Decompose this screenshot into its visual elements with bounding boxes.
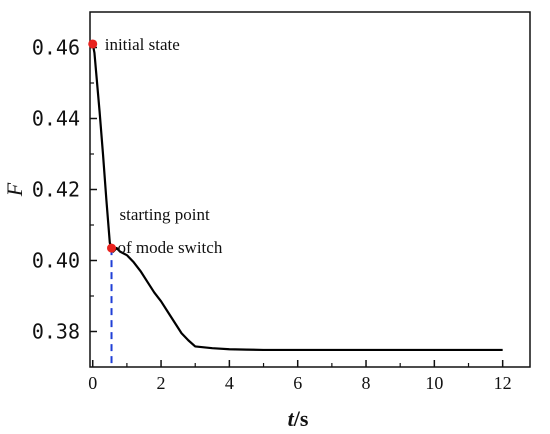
mode-switch-label-line2: of mode switch xyxy=(118,238,223,257)
y-tick-label: 0.40 xyxy=(32,249,80,273)
series-line xyxy=(91,43,503,352)
x-axis-label-unit: /s xyxy=(293,406,309,431)
mode-switch-label-line1: starting point xyxy=(120,205,210,224)
x-tick-label: 0 xyxy=(88,373,97,393)
plot-frame xyxy=(89,11,531,368)
x-tick-label: 10 xyxy=(425,373,443,393)
y-axis-label: F xyxy=(2,182,27,197)
mode-switch-point xyxy=(107,243,117,253)
x-tick-label: 6 xyxy=(293,373,302,393)
x-axis-ticks: 0 2 4 6 8 10 12 xyxy=(88,360,512,393)
x-axis-label: t/s xyxy=(288,406,309,431)
initial-state-label: initial state xyxy=(105,35,180,54)
initial-state-point xyxy=(88,39,98,49)
y-axis-ticks: 0.38 0.40 0.42 0.44 0.46 xyxy=(32,36,97,344)
x-axis-label-symbol: t xyxy=(288,406,295,431)
x-tick-label: 2 xyxy=(157,373,166,393)
x-tick-label: 8 xyxy=(362,373,371,393)
x-tick-label: 12 xyxy=(494,373,512,393)
y-tick-label: 0.42 xyxy=(32,178,80,202)
y-tick-label: 0.38 xyxy=(32,320,80,344)
x-tick-label: 4 xyxy=(225,373,234,393)
y-tick-label: 0.44 xyxy=(32,107,80,131)
y-tick-label: 0.46 xyxy=(32,36,80,60)
